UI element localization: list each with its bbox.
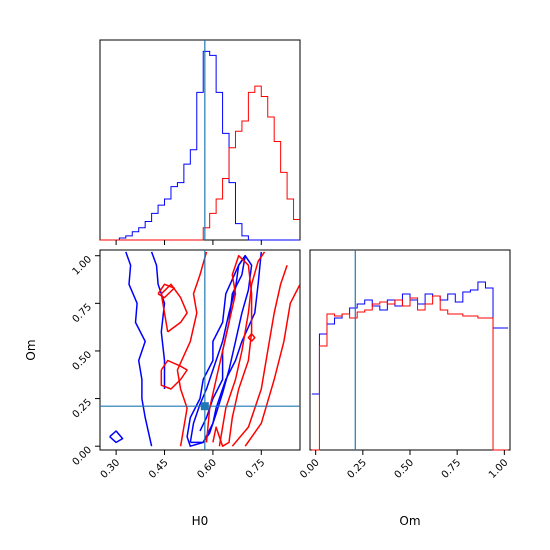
h0-hist-blue-series xyxy=(100,50,300,241)
h0-hist-red-series xyxy=(100,85,300,241)
contour-red-line-10 xyxy=(160,359,188,390)
contour-red-line-11 xyxy=(160,283,188,333)
contour-x-axis-label: H0 xyxy=(192,514,209,528)
om-x-tick-label: 1.00 xyxy=(487,457,511,481)
om-x-tick-label: 0.25 xyxy=(345,457,369,481)
contour-y-axis-label: Om xyxy=(24,339,38,360)
om-x-axis-label: Om xyxy=(399,514,420,528)
contour-truth-marker xyxy=(200,402,209,411)
contour-x-tick-label: 0.60 xyxy=(196,457,220,481)
om-hist-series-layer xyxy=(311,281,509,451)
contour-red-line-12 xyxy=(157,283,175,299)
contour-y-tick-label: 0.00 xyxy=(71,445,95,469)
contour-blue-line-3 xyxy=(189,254,253,444)
contour-frame xyxy=(99,249,301,451)
h0-om-contour-panel: 0.30 0.45 0.60 0.75 0.00 0.25 0.50 0.75 1.00 H0… xyxy=(24,249,301,528)
h0-hist-series-layer xyxy=(100,50,300,245)
contour-x-tick-label: 0.45 xyxy=(147,457,171,481)
contour-red-line-7 xyxy=(218,251,266,447)
contour-red-line-13 xyxy=(247,333,256,342)
contour-red-line-6 xyxy=(205,254,253,447)
om-x-tick-label: 0.00 xyxy=(298,457,322,481)
contour-red-line-5 xyxy=(176,251,208,447)
contour-y-tick-label: 1.00 xyxy=(71,254,95,278)
contour-y-tick-label: 0.50 xyxy=(71,349,95,373)
om-hist-red-series xyxy=(311,295,509,451)
om-marginal-panel: 0.00 0.25 0.50 0.75 1.00 Om xyxy=(298,249,511,528)
contour-blue-line-4 xyxy=(109,430,124,444)
om-x-ticks: 0.00 0.25 0.50 0.75 1.00 xyxy=(298,450,510,481)
contour-y-tick-label: 0.25 xyxy=(71,397,95,421)
h0-hist-frame xyxy=(99,39,301,241)
contour-y-tick-label: 0.75 xyxy=(71,302,95,326)
om-x-tick-label: 0.75 xyxy=(440,457,464,481)
contour-blue-line-0 xyxy=(125,251,153,447)
contour-x-tick-label: 0.75 xyxy=(244,457,268,481)
om-x-tick-label: 0.50 xyxy=(393,457,417,481)
h0-marginal-panel xyxy=(99,39,301,245)
contour-lines-group xyxy=(109,251,300,447)
contour-x-ticks: 0.30 0.45 0.60 0.75 xyxy=(99,450,268,481)
contour-y-ticks: 0.00 0.25 0.50 0.75 1.00 xyxy=(71,254,100,468)
contour-red-line-8 xyxy=(231,264,288,447)
contour-x-tick-label: 0.30 xyxy=(99,457,123,481)
om-hist-frame xyxy=(309,249,511,451)
contour-red-line-9 xyxy=(244,283,300,447)
contour-series-layer xyxy=(109,251,300,447)
contour-blue-line-1 xyxy=(150,251,166,389)
